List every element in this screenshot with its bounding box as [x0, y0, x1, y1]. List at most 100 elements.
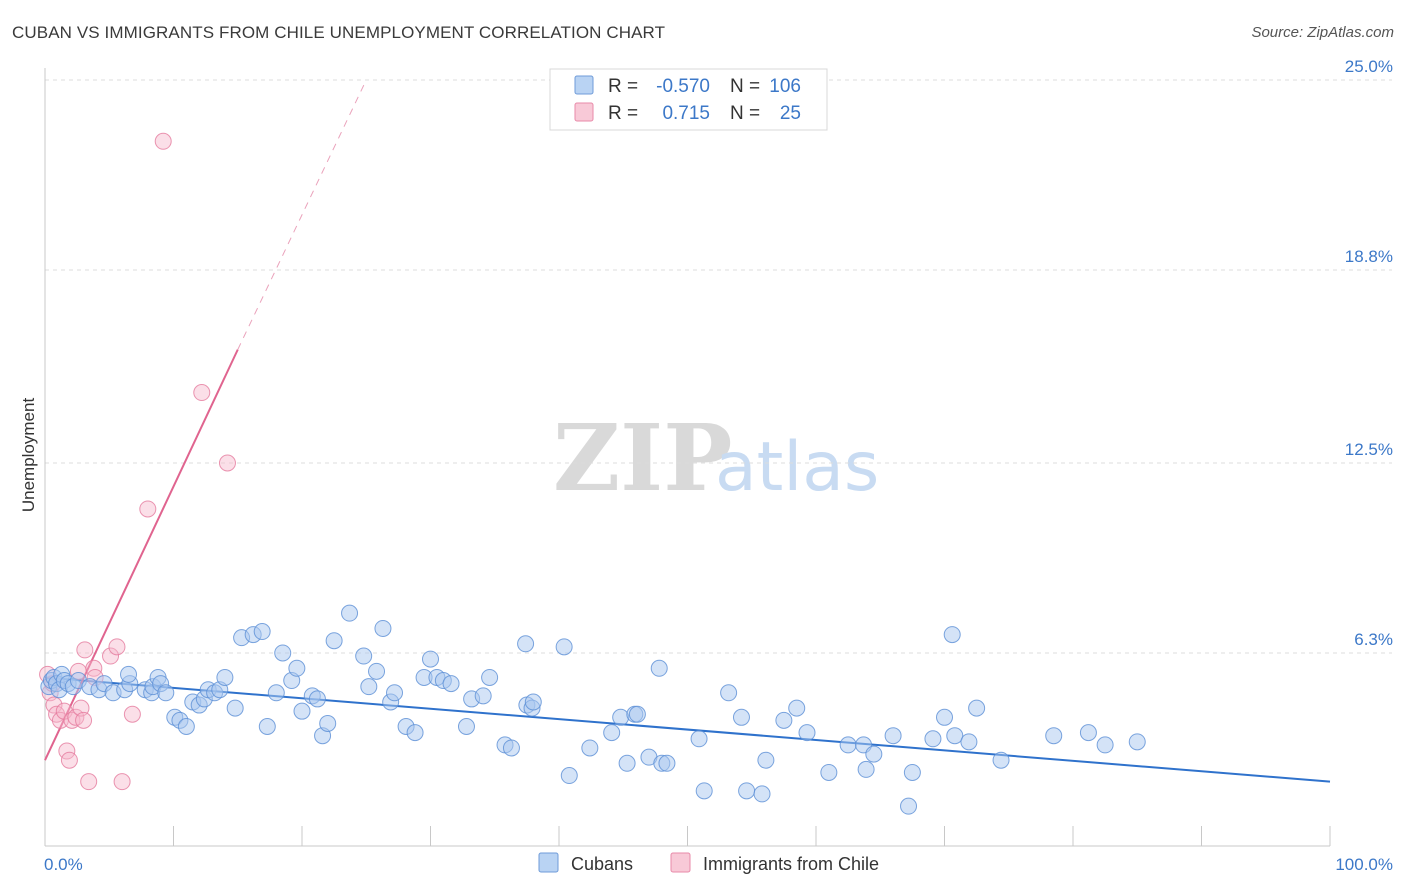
chile-point	[113, 773, 131, 791]
cubans-point	[775, 711, 793, 729]
cubans-point	[943, 626, 961, 644]
immigrants-from-chile-points	[39, 132, 236, 791]
chile-point	[218, 454, 236, 472]
cubans-point	[903, 763, 921, 781]
cubans-point	[820, 763, 838, 781]
watermark: ZIP atlas	[553, 404, 879, 512]
cubans-point	[226, 699, 244, 717]
legend-swatch-cubans	[538, 852, 559, 873]
x-tick-label-max: 100.0%	[1335, 855, 1393, 874]
stats-r-label-cubans: R =	[608, 76, 638, 97]
cubans-point	[555, 638, 573, 656]
cubans-point	[319, 714, 337, 732]
cubans-point	[120, 665, 138, 683]
cubans-point	[960, 733, 978, 751]
cubans-point	[457, 718, 475, 736]
cubans-point	[288, 659, 306, 677]
cubans-point	[474, 687, 492, 705]
cubans-point	[839, 736, 857, 754]
stats-n-label-cubans: N =	[730, 76, 760, 97]
cubans-point	[798, 724, 816, 742]
cubans-point	[1079, 724, 1097, 742]
cubans-point	[293, 702, 311, 720]
axes	[44, 68, 1331, 847]
chart-title: CUBAN VS IMMIGRANTS FROM CHILE UNEMPLOYM…	[12, 23, 666, 42]
source-label: Source: ZipAtlas.com	[1251, 24, 1394, 41]
cubans-point	[650, 659, 668, 677]
cubans-point	[560, 767, 578, 785]
watermark-zip: ZIP	[553, 404, 732, 512]
cubans-point	[1096, 736, 1114, 754]
cubans-point	[274, 644, 292, 662]
chile-point	[123, 705, 141, 723]
cubans-point	[216, 668, 234, 686]
cubans-point	[177, 718, 195, 736]
cubans-point	[360, 678, 378, 696]
cubans-point	[968, 699, 986, 717]
cubans-point	[481, 668, 499, 686]
stats-swatch-cubans	[574, 75, 594, 95]
chile-point	[80, 773, 98, 791]
chile-trend-extension	[237, 79, 367, 350]
cubans-point	[738, 782, 756, 800]
y-axis-label: Unemployment	[19, 398, 38, 513]
cubans-point	[618, 754, 636, 772]
cubans-point	[658, 754, 676, 772]
cubans-point	[992, 751, 1010, 769]
stats-n-value-cubans: 106	[769, 76, 801, 97]
cubans-point	[924, 730, 942, 748]
stats-box: R = -0.570 N = 106 R = 0.715 N = 25	[549, 68, 828, 131]
cubans-point	[253, 623, 271, 641]
stats-swatch-chile	[574, 102, 594, 122]
stats-r-value-cubans: -0.570	[656, 76, 710, 97]
cubans-point	[612, 708, 630, 726]
tick-labels: 6.3% 12.5% 18.8% 25.0% 0.0% 100.0%	[44, 57, 1393, 874]
cubans-point	[946, 727, 964, 745]
cubans-point	[422, 650, 439, 668]
chile-point	[85, 659, 103, 677]
cubans-trend-line	[44, 676, 1331, 783]
cubans-point	[865, 745, 883, 763]
stats-r-label-chile: R =	[608, 103, 638, 124]
chile-point	[102, 647, 120, 665]
stats-box-frame	[549, 68, 828, 131]
chile-point	[76, 641, 94, 659]
chile-point	[193, 384, 211, 402]
cubans-point	[900, 797, 918, 815]
cubans-points	[40, 604, 1146, 815]
cubans-point	[603, 724, 621, 742]
cubans-point	[442, 675, 460, 693]
cubans-point	[720, 684, 738, 702]
cubans-point	[258, 718, 276, 736]
cubans-point	[695, 782, 713, 800]
cubans-point	[406, 724, 424, 742]
cubans-point	[341, 604, 359, 622]
chile-point	[75, 711, 93, 729]
stats-n-label-chile: N =	[730, 103, 760, 124]
x-tick-label-min: 0.0%	[44, 855, 83, 874]
cubans-point	[386, 684, 404, 702]
watermark-atlas: atlas	[715, 428, 879, 507]
y-tick-label: 25.0%	[1345, 57, 1393, 76]
cubans-point	[936, 708, 953, 726]
y-tick-label: 12.5%	[1345, 440, 1393, 459]
legend-swatch-chile	[670, 852, 691, 873]
cubans-point	[502, 739, 520, 757]
cubans-point	[267, 684, 285, 702]
legend-label-cubans: Cubans	[571, 854, 633, 874]
cubans-point	[753, 785, 771, 803]
chile-point	[139, 500, 157, 518]
cubans-point	[1128, 733, 1146, 751]
cubans-point	[1045, 727, 1063, 745]
cubans-point	[757, 751, 775, 769]
cubans-point	[524, 693, 542, 711]
legend: Cubans Immigrants from Chile	[538, 852, 879, 874]
cubans-point	[581, 739, 599, 757]
cubans-point	[368, 662, 386, 680]
chile-point	[60, 751, 78, 769]
cubans-point	[732, 708, 750, 726]
cubans-point	[308, 690, 326, 708]
stats-r-value-chile: 0.715	[662, 103, 710, 124]
cubans-point	[157, 684, 175, 702]
legend-label-chile: Immigrants from Chile	[703, 854, 879, 874]
